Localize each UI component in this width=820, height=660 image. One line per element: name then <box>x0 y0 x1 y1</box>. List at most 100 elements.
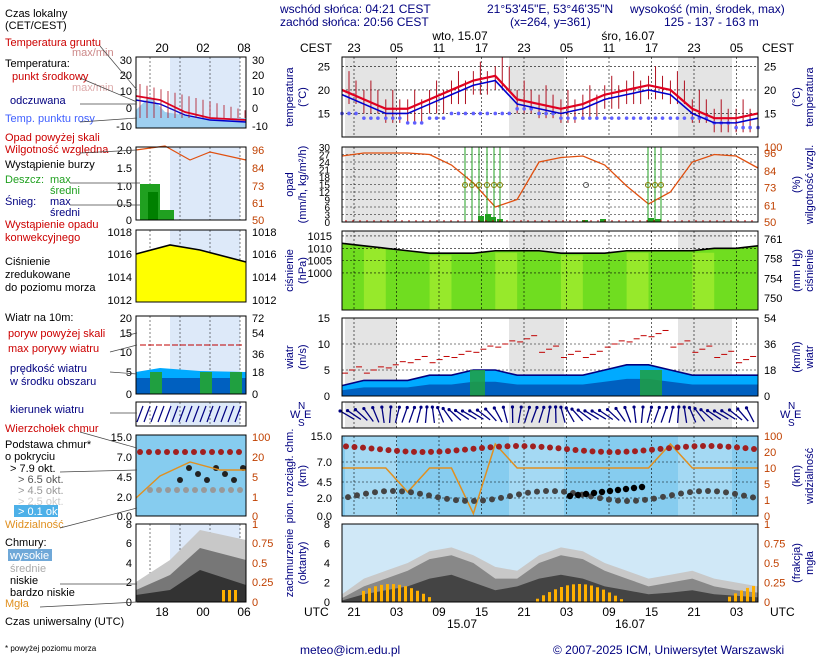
wind-arrow-head <box>338 409 342 413</box>
legend-visibility <box>135 461 246 499</box>
fog-bar <box>602 589 605 602</box>
storm-marker <box>645 182 651 188</box>
cloud-base-dot <box>660 493 666 500</box>
legend-wind-arrow <box>171 405 179 423</box>
legend-wind-tick-r: 54 <box>252 328 264 340</box>
legend-temp-line <box>135 95 247 121</box>
cloud-top-dot <box>717 443 723 450</box>
storm-marker <box>658 182 664 188</box>
precip-tick: 21 <box>319 166 331 177</box>
cloud-base-dot <box>498 494 504 501</box>
legend-humidity-tick: 73 <box>252 181 264 193</box>
cloud-base-dot <box>462 497 468 504</box>
wind-arrow-head <box>576 408 580 412</box>
wind-arrow <box>546 407 551 423</box>
rain-bar <box>600 219 606 222</box>
legend-cover-dark <box>136 570 246 602</box>
legend-humidity-tick: 61 <box>252 198 264 210</box>
humidity-tick: 96 <box>764 148 776 160</box>
legend-wind-green <box>150 372 162 394</box>
fog-bar <box>746 587 749 602</box>
cloud-base-dot <box>408 489 414 496</box>
legend-wind-arrow <box>206 405 214 423</box>
dew-point-dot <box>427 116 432 120</box>
dew-point-dot <box>537 111 541 116</box>
wind-arrow <box>477 409 491 421</box>
wind-arrow-head <box>682 405 686 409</box>
legend-cloud-top <box>155 449 161 455</box>
pressure-tick: 1015 <box>308 231 332 243</box>
dew-point-dot <box>449 111 454 116</box>
legend-label: Wystąpienie opadu <box>5 219 98 231</box>
legend-cloud-tick: 0.0 <box>117 511 132 523</box>
legend-connector <box>99 45 138 91</box>
wind-arrow-head <box>371 406 375 410</box>
fog-tick: 0 <box>764 597 770 609</box>
cloud-top-dot <box>589 448 596 455</box>
axis-title-left: opad <box>284 172 296 196</box>
cloud-top-dot <box>377 446 383 453</box>
legend-border <box>135 229 247 303</box>
pressure-tick: 1000 <box>308 268 332 280</box>
wind-arrow-head <box>436 405 440 410</box>
dew-point-dot <box>515 106 519 111</box>
legend-label: kierunek wiatru <box>10 404 84 416</box>
footer-email[interactable]: meteo@icm.edu.pl <box>300 643 401 657</box>
cloud-base-dot <box>597 495 603 502</box>
local-tick: 11 <box>433 41 446 55</box>
fog-bar <box>404 586 407 602</box>
legend-wind-tick: 5 <box>126 367 132 379</box>
wind-arrow <box>442 408 453 422</box>
fog-bar <box>578 584 581 602</box>
wind-arrow <box>538 407 545 423</box>
panel-border-wind <box>341 317 759 397</box>
wind-arrow-head <box>425 405 429 409</box>
utc-left: UTC <box>304 605 329 619</box>
rain-bar <box>648 218 654 222</box>
dew-point-dot <box>660 116 665 120</box>
dew-point-dot <box>405 121 410 125</box>
fog-bar <box>548 592 551 602</box>
wind-arrow-head <box>501 405 505 409</box>
legend-cloud-base <box>231 477 237 483</box>
legend-vis-tick: 100 <box>252 432 270 444</box>
cloud-base-dot <box>552 488 558 495</box>
legend-connector <box>109 371 138 375</box>
dew-point-dot <box>609 116 614 120</box>
cover-tick: 2 <box>324 578 330 590</box>
legend-high-bg <box>8 549 52 561</box>
legend-precip-tick: 0.5 <box>117 198 132 210</box>
dew-point-dot <box>434 116 439 120</box>
dew-point-dot <box>573 116 577 120</box>
fog-bar <box>428 597 431 602</box>
cover-tick: 6 <box>324 539 330 551</box>
cloud-top-dot <box>428 448 434 455</box>
cloud-top-dot <box>496 443 502 450</box>
cloud-top-dot <box>742 445 749 452</box>
wind-arrow <box>688 407 697 423</box>
legend-wind-arrow <box>227 405 235 423</box>
cloud-base-dot <box>507 493 513 500</box>
legend-precip-tick: 1.5 <box>117 163 132 175</box>
wind-tick: 0 <box>324 391 330 403</box>
legend-temp-tick-r: 20 <box>252 70 264 82</box>
temp-tick-right: 25 <box>764 61 776 73</box>
panel-border-dir <box>341 401 759 429</box>
cloud-base-dot <box>363 490 369 497</box>
fog-bar <box>368 588 371 602</box>
wind-arrow-head <box>699 408 703 412</box>
legend-pressure-tick: 1018 <box>108 227 132 239</box>
legend-cloud-base2 <box>156 487 162 493</box>
cest-right: CEST <box>762 41 795 55</box>
dew-point-dot <box>347 111 351 116</box>
legend-border <box>135 434 247 517</box>
perceived-temp-line <box>341 79 759 124</box>
legend-label: Deszcz: <box>5 174 44 186</box>
wind-arrow <box>745 407 755 423</box>
axis-title-right: ciśnienie <box>804 249 816 292</box>
axis-title-left: zachmurzenie <box>284 529 296 597</box>
wind-arrow-head <box>419 405 423 409</box>
dew-point-dot <box>471 111 476 116</box>
legend-fog-tick: 0.75 <box>252 538 273 550</box>
fog-tick: 1 <box>764 519 770 531</box>
